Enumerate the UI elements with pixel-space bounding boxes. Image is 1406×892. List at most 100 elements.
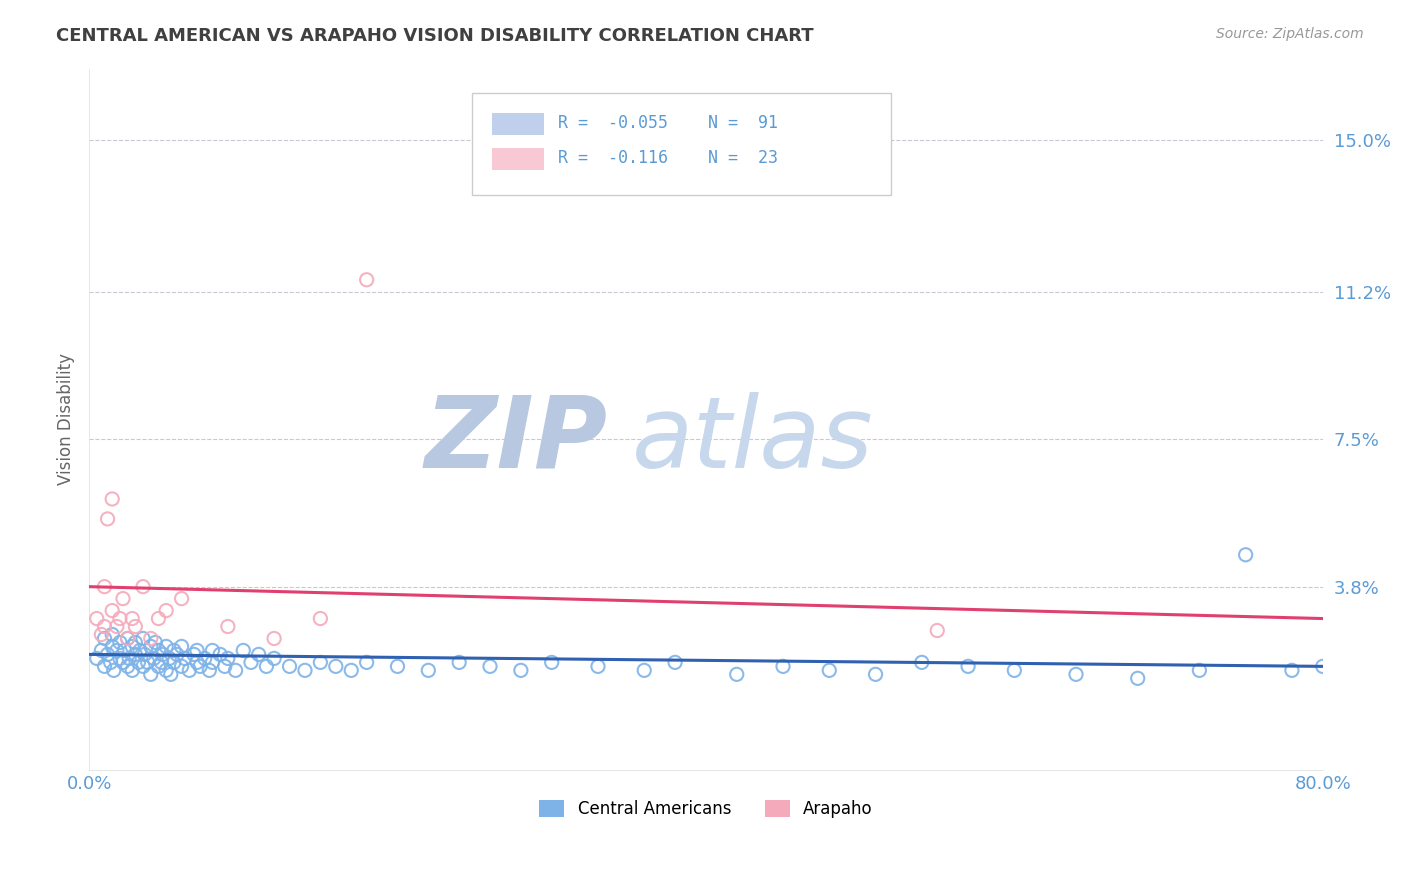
Point [93, 659, 115, 673]
Point [356, 656, 378, 670]
Text: R =  -0.116    N =  23: R = -0.116 N = 23 [558, 149, 778, 168]
Point [325, 659, 347, 673]
Point [254, 659, 277, 673]
Point [201, 656, 224, 670]
Point [117, 632, 139, 646]
Point [90, 627, 112, 641]
Point [633, 664, 655, 678]
Point [309, 656, 332, 670]
Point [263, 632, 285, 646]
Point [772, 659, 794, 673]
Point [1188, 664, 1211, 678]
Point [387, 659, 409, 673]
Point [586, 659, 609, 673]
Point [163, 656, 186, 670]
Point [194, 651, 217, 665]
Point [97, 512, 120, 526]
Point [100, 656, 122, 670]
Point [157, 651, 180, 665]
Point [166, 648, 188, 662]
Point [129, 643, 152, 657]
Point [664, 656, 686, 670]
Point [127, 656, 149, 670]
Point [183, 648, 205, 662]
Point [121, 640, 143, 654]
Point [148, 643, 170, 657]
Point [927, 624, 949, 638]
Point [136, 656, 159, 670]
Point [247, 648, 270, 662]
Point [170, 591, 193, 606]
Point [108, 635, 131, 649]
Point [1126, 671, 1149, 685]
Point [132, 659, 155, 673]
Point [188, 659, 211, 673]
Point [159, 667, 181, 681]
Point [263, 651, 285, 665]
Point [117, 659, 139, 673]
Point [240, 656, 263, 670]
Text: ZIP: ZIP [425, 392, 607, 489]
Point [86, 611, 108, 625]
Point [1312, 659, 1334, 673]
Point [148, 611, 170, 625]
Point [101, 603, 124, 617]
Point [132, 580, 155, 594]
Point [1281, 664, 1303, 678]
Point [198, 664, 221, 678]
Point [1234, 548, 1257, 562]
Point [139, 667, 162, 681]
Point [232, 643, 254, 657]
Point [540, 656, 562, 670]
Point [186, 643, 208, 657]
Point [294, 664, 316, 678]
Point [152, 648, 174, 662]
Point [105, 619, 128, 633]
Text: R =  -0.055    N =  91: R = -0.055 N = 91 [558, 114, 778, 132]
Point [209, 648, 232, 662]
Point [356, 273, 378, 287]
Point [818, 664, 841, 678]
Point [111, 591, 134, 606]
Point [117, 632, 139, 646]
Point [103, 664, 125, 678]
Point [101, 491, 124, 506]
Point [111, 656, 134, 670]
Point [142, 651, 165, 665]
Point [225, 664, 247, 678]
Point [93, 632, 115, 646]
Point [118, 651, 141, 665]
Point [108, 611, 131, 625]
Point [278, 659, 301, 673]
Point [101, 640, 124, 654]
Point [134, 648, 156, 662]
Legend: Central Americans, Arapaho: Central Americans, Arapaho [533, 793, 879, 825]
Point [150, 656, 173, 670]
Point [108, 651, 131, 665]
Point [121, 611, 143, 625]
Point [101, 627, 124, 641]
Point [865, 667, 887, 681]
Point [214, 659, 236, 673]
Point [145, 635, 167, 649]
Y-axis label: Vision Disability: Vision Disability [58, 353, 75, 485]
Bar [492, 112, 544, 136]
Point [155, 603, 177, 617]
Point [90, 643, 112, 657]
Point [139, 640, 162, 654]
Point [186, 656, 208, 670]
Point [124, 648, 146, 662]
Point [479, 659, 502, 673]
Point [340, 664, 363, 678]
Point [155, 640, 177, 654]
Point [163, 643, 186, 657]
Point [418, 664, 440, 678]
Point [449, 656, 471, 670]
Point [105, 643, 128, 657]
Point [93, 580, 115, 594]
Point [97, 648, 120, 662]
Point [217, 619, 239, 633]
Text: CENTRAL AMERICAN VS ARAPAHO VISION DISABILITY CORRELATION CHART: CENTRAL AMERICAN VS ARAPAHO VISION DISAB… [56, 27, 814, 45]
Point [114, 643, 136, 657]
FancyBboxPatch shape [471, 93, 891, 194]
